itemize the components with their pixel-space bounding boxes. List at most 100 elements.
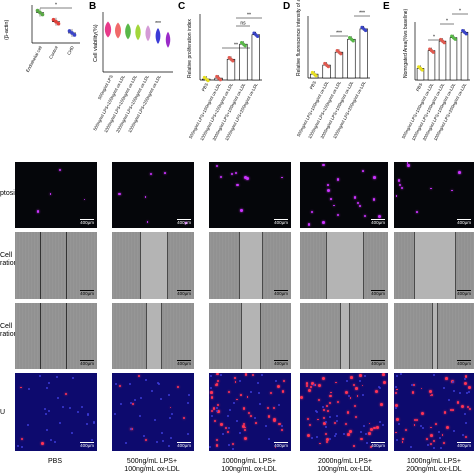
nucleus-dot [378,386,381,389]
panel-c-sig-2: ** [247,13,251,19]
cell-dot [244,429,247,431]
nucleus-dot [142,434,145,437]
panel-b-violin-0 [104,21,112,38]
nucleus-dot [364,374,367,377]
cell-dot [164,171,167,174]
nucleus-dot [321,406,324,409]
panel-e-xtick-0: PBS [415,82,424,92]
cell-dot [355,415,358,418]
cell-dot [330,391,332,394]
image-r0-c1: 400μm [112,162,194,228]
cell-dot [249,415,252,417]
cell-dot [375,389,379,393]
panel-a-point-0-0 [35,8,40,13]
scratch-line [65,303,67,369]
panel-a-point-1-0 [51,17,56,22]
cell-dot [383,381,387,385]
panel-label-b: B [89,1,97,12]
panel-b-violin-6 [165,31,171,48]
panel-a-point-2-0 [67,29,72,33]
nucleus-dot [169,417,172,420]
scratch-gap [238,232,264,299]
nucleus-dot [348,394,351,397]
nucleus-dot [120,403,123,406]
nucleus-dot [277,404,280,407]
nucleus-dot [395,439,398,442]
cell-dot [240,209,243,212]
cell-dot [406,164,410,168]
cell-dot [310,211,313,214]
cell-dot [324,432,328,436]
image-r2-c2: 400μm [209,303,291,369]
image-r3-c1: 400μm [112,373,194,451]
cell-dot [326,441,329,444]
nucleus-dot [453,390,456,393]
cell-dot [234,377,237,379]
nucleus-dot [382,423,385,426]
cell-dot [335,381,337,384]
cell-dot [359,374,362,377]
nucleus-dot [28,388,31,390]
cell-dot [353,383,356,387]
image-r0-c2: 400μm [209,162,291,228]
cell-dot [441,434,444,437]
panel-e-sig-2: * [459,9,461,15]
cell-dot [219,175,223,179]
panel-d-bar-2 [334,51,344,79]
nucleus-dot [239,432,242,435]
cell-dot [377,215,381,219]
nucleus-dot [186,401,189,404]
cell-dot [373,176,376,179]
cell-dot [370,428,373,431]
cell-dot [362,170,365,173]
nucleus-dot [216,406,219,409]
panel-c-bar-3 [239,43,248,81]
scratch-gap [432,303,438,369]
image-r2-c4: 400μm [394,303,474,369]
panel-a-point-0-2 [40,12,45,17]
cell-dot [216,373,219,376]
cell-dot [300,396,304,400]
nucleus-dot [86,412,89,415]
cell-dot [431,393,434,397]
nucleus-dot [379,420,382,423]
nucleus-dot [55,375,58,378]
scratch-gap [340,303,350,369]
cell-dot [254,421,257,424]
cell-dot [398,184,402,187]
nucleus-dot [134,398,137,401]
nucleus-dot [466,391,469,394]
scale-bar: 400μm [371,290,385,296]
cell-dot [445,377,448,381]
nucleus-dot [27,423,30,426]
nucleus-dot [335,433,338,436]
panel-d-pt-4-2 [364,28,368,33]
cell-dot [326,404,328,407]
nucleus-dot [86,422,89,425]
scratch-gap [325,232,365,299]
cell-dot [411,391,415,394]
nucleus-dot [378,385,381,388]
panel-e-pt-0-2 [420,68,424,72]
nucleus-dot [260,373,263,376]
cell-dot [244,426,246,429]
nucleus-dot [280,424,283,427]
nucleus-dot [254,417,257,420]
cell-dot [176,386,179,389]
cell-dot [137,375,141,378]
scratch-gap [414,232,456,299]
panel-c-sig-0: ** [234,43,238,49]
panel-b-violin-3 [135,24,141,41]
nucleus-dot [458,391,461,394]
nucleus-dot [210,374,213,377]
panel-c-sig-1: ns [240,21,246,27]
nucleus-dot [420,425,423,428]
cell-dot [401,441,404,443]
nucleus-dot [186,433,189,436]
cell-dot [325,438,329,442]
nucleus-dot [465,422,468,425]
nucleus-dot [210,386,213,389]
panel-b-sig: *** [155,21,161,27]
cell-dot [306,417,309,420]
panel-a-point-1-1 [54,19,58,24]
